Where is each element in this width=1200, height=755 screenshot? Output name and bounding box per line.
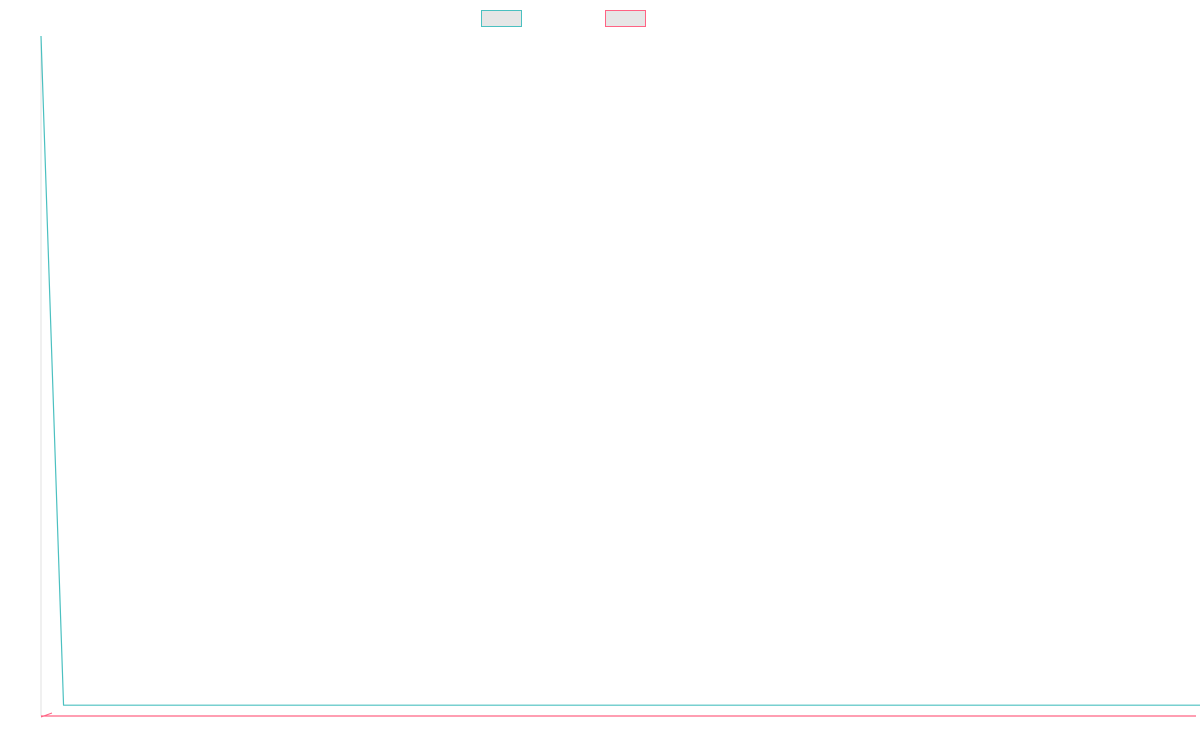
series-line-1 — [40, 35, 1200, 706]
legend[interactable] — [481, 10, 646, 27]
legend-swatch-2[interactable] — [605, 10, 646, 27]
series-2-depth-edge — [40, 712, 53, 718]
series-layer — [40, 35, 1200, 718]
legend-swatch-1[interactable] — [481, 10, 522, 27]
axes — [40, 36, 1196, 717]
